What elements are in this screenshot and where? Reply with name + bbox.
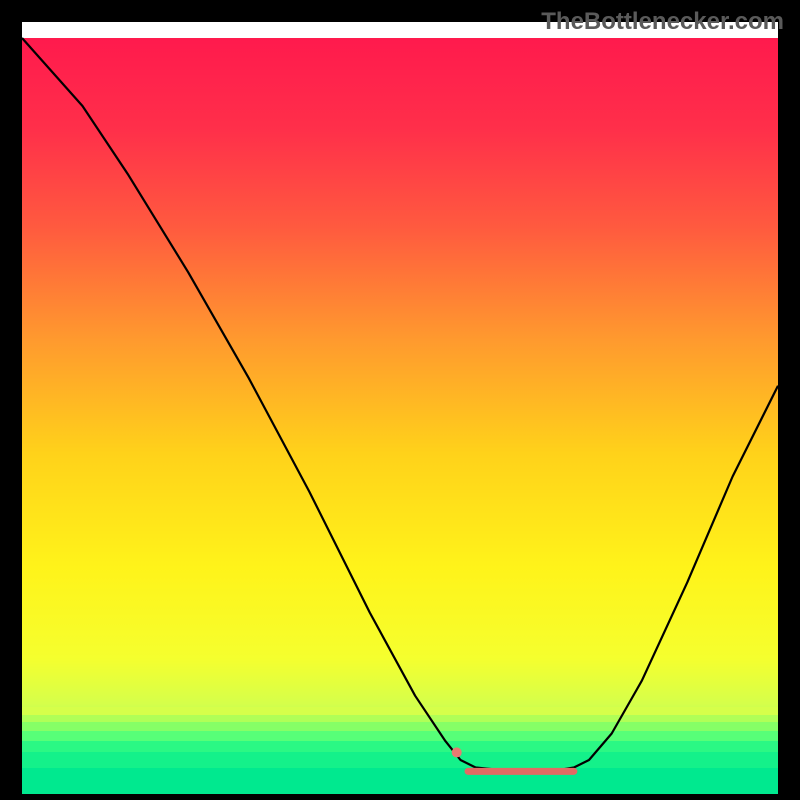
bottleneck-curve [22,38,778,771]
watermark-text: TheBottlenecker.com [541,8,784,36]
curve-svg [22,38,778,794]
marker-dot [452,747,462,757]
chart-frame: TheBottlenecker.com [0,0,800,800]
plot-area [22,38,778,794]
